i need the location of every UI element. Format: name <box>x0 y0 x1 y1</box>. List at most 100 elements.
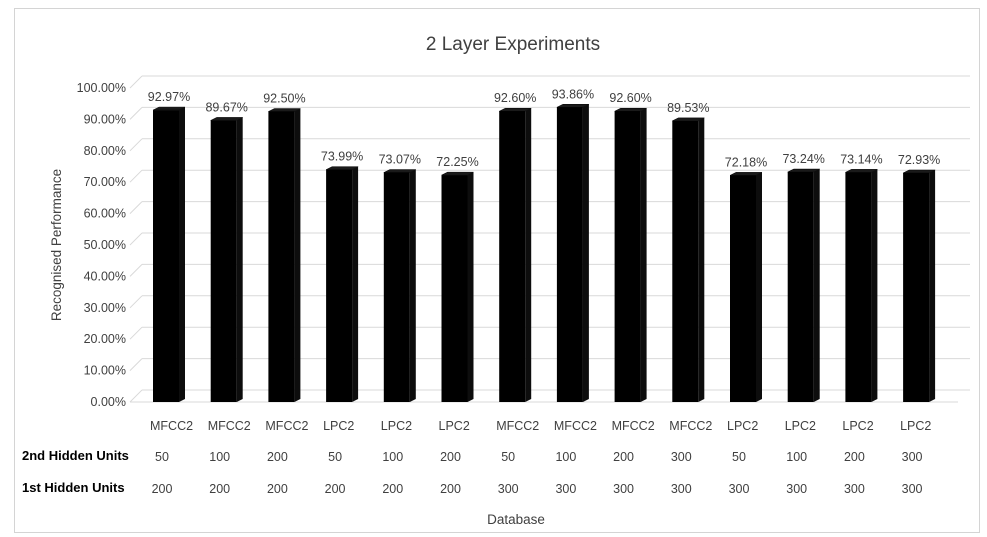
second-hidden-units-value: 300 <box>902 450 923 464</box>
y-tick-label: 100.00% <box>77 81 126 95</box>
chart-title: 2 Layer Experiments <box>426 34 600 55</box>
bar-front <box>730 175 756 402</box>
data-label: 72.93% <box>898 153 940 167</box>
bar-front <box>556 107 583 402</box>
bar-front <box>441 175 468 402</box>
bar-side <box>467 172 474 402</box>
bar <box>614 107 647 403</box>
second-hidden-units-value: 50 <box>155 450 169 464</box>
second-hidden-units-value: 100 <box>555 450 576 464</box>
bar-side <box>756 172 762 402</box>
bar-side <box>929 169 936 402</box>
bar-front <box>787 172 814 402</box>
data-label: 73.24% <box>782 152 824 166</box>
first-hidden-units-value: 300 <box>844 482 865 496</box>
bar-front <box>614 111 641 403</box>
bar <box>672 117 705 403</box>
bar-front <box>499 111 526 403</box>
y-tick-label: 60.00% <box>84 207 126 221</box>
bar-side <box>236 117 243 402</box>
second-hidden-units-value: 200 <box>267 450 288 464</box>
y-tick-label: 80.00% <box>84 144 126 158</box>
first-hidden-units-value: 300 <box>613 482 634 496</box>
bar-side <box>179 107 185 402</box>
y-axis-label: Recognised Performance <box>49 169 64 321</box>
bar-front <box>210 120 237 402</box>
data-label: 73.14% <box>840 152 882 166</box>
gridline-depth <box>129 295 143 309</box>
bar-front <box>672 120 699 403</box>
gridline-depth <box>129 138 143 152</box>
second-hidden-units-value: 50 <box>328 450 342 464</box>
data-label: 92.50% <box>263 92 305 106</box>
category-label: LPC2 <box>727 419 758 433</box>
first-hidden-units-value: 200 <box>152 482 173 496</box>
category-label: MFCC2 <box>265 419 308 433</box>
category-label: LPC2 <box>381 419 412 433</box>
bar-side <box>871 169 878 402</box>
category-label: LPC2 <box>900 419 931 433</box>
y-tick-label: 30.00% <box>84 301 126 315</box>
data-label: 89.53% <box>667 101 709 115</box>
bar-side <box>813 169 820 402</box>
second-hidden-units-value: 50 <box>501 450 515 464</box>
bar-side <box>525 108 532 403</box>
bar-side <box>352 166 359 402</box>
bar <box>210 117 243 402</box>
y-tick-label: 90.00% <box>84 112 126 126</box>
category-label: MFCC2 <box>150 419 193 433</box>
data-label: 92.60% <box>494 91 536 105</box>
first-hidden-units-value: 200 <box>325 482 346 496</box>
y-tick-label: 40.00% <box>84 269 126 283</box>
first-hidden-units-value: 200 <box>382 482 403 496</box>
second-hidden-units-value: 50 <box>732 450 746 464</box>
second-hidden-units-value: 100 <box>382 450 403 464</box>
gridline-depth <box>129 75 143 89</box>
data-label: 92.60% <box>609 91 651 105</box>
data-label: 93.86% <box>552 87 594 101</box>
data-label: 89.67% <box>205 100 247 114</box>
second-hidden-units-value: 300 <box>671 450 692 464</box>
data-label: 72.18% <box>725 155 767 169</box>
bar-side <box>409 169 416 402</box>
bar-side <box>640 108 647 403</box>
gridline-depth <box>129 169 143 183</box>
bar <box>845 169 878 402</box>
second-hidden-units-value: 200 <box>613 450 634 464</box>
bar-front <box>326 169 353 402</box>
category-label: MFCC2 <box>496 419 539 433</box>
first-hidden-units-value: 300 <box>498 482 519 496</box>
bar <box>729 172 763 402</box>
bar-side <box>698 117 705 403</box>
category-label: MFCC2 <box>669 419 712 433</box>
category-label: MFCC2 <box>612 419 655 433</box>
first-hidden-units-value: 300 <box>555 482 576 496</box>
bar <box>152 106 186 402</box>
y-tick-label: 70.00% <box>84 175 126 189</box>
bar-side <box>582 104 589 402</box>
gridline-depth <box>129 389 143 403</box>
first-hidden-units-value: 200 <box>267 482 288 496</box>
bar-front <box>268 111 295 403</box>
bar-front <box>383 172 410 402</box>
first-hidden-units-value: 300 <box>729 482 750 496</box>
gridline-depth <box>129 326 143 340</box>
category-label: LPC2 <box>439 419 470 433</box>
first-hidden-units-value: 300 <box>671 482 692 496</box>
second-hidden-units-value: 200 <box>844 450 865 464</box>
bar <box>383 169 416 402</box>
second-hidden-units-value: 100 <box>209 450 230 464</box>
gridline-depth <box>129 358 143 371</box>
second-hidden-units-label: 2nd Hidden Units <box>22 448 129 463</box>
bar <box>787 168 820 402</box>
gridline-depth <box>129 107 143 120</box>
first-hidden-units-value: 200 <box>209 482 230 496</box>
data-label: 73.07% <box>379 153 421 167</box>
data-label: 72.25% <box>436 155 478 169</box>
second-hidden-units-value: 200 <box>440 450 461 464</box>
first-hidden-units-value: 200 <box>440 482 461 496</box>
first-hidden-units-value: 300 <box>786 482 807 496</box>
y-tick-label: 50.00% <box>84 238 126 252</box>
gridline-depth <box>129 264 143 277</box>
